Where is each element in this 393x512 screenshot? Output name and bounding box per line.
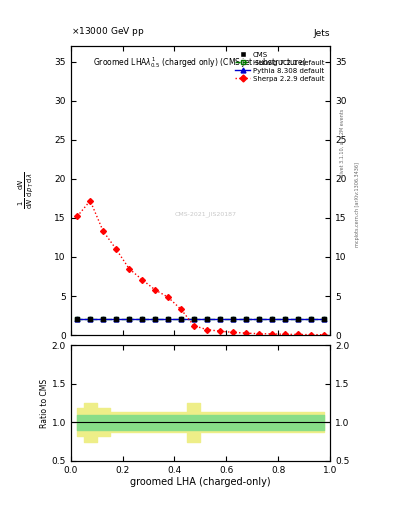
X-axis label: groomed LHA (charged-only): groomed LHA (charged-only) bbox=[130, 477, 271, 487]
Text: Groomed LHA$\lambda^1_{0.5}$ (charged only) (CMS jet substructure): Groomed LHA$\lambda^1_{0.5}$ (charged on… bbox=[94, 55, 307, 70]
Y-axis label: Ratio to CMS: Ratio to CMS bbox=[40, 378, 49, 428]
Text: CMS-2021_JIS20187: CMS-2021_JIS20187 bbox=[174, 211, 237, 217]
Text: $\frac{1}{\mathrm{d}N}\,\frac{\mathrm{d}N}{\mathrm{d}\,p_T\,\mathrm{d}\,\lambda}: $\frac{1}{\mathrm{d}N}\,\frac{\mathrm{d}… bbox=[17, 172, 36, 209]
Text: Rivet 3.1.10, ≥ 3.2M events: Rivet 3.1.10, ≥ 3.2M events bbox=[340, 109, 344, 178]
Text: mcplots.cern.ch [arXiv:1306.3436]: mcplots.cern.ch [arXiv:1306.3436] bbox=[355, 162, 360, 247]
Text: $\times$13000 GeV pp: $\times$13000 GeV pp bbox=[71, 26, 144, 38]
Legend: CMS, Herwig 7.2.1 default, Pythia 8.308 default, Sherpa 2.2.9 default: CMS, Herwig 7.2.1 default, Pythia 8.308 … bbox=[233, 50, 327, 84]
Text: Jets: Jets bbox=[314, 29, 330, 38]
